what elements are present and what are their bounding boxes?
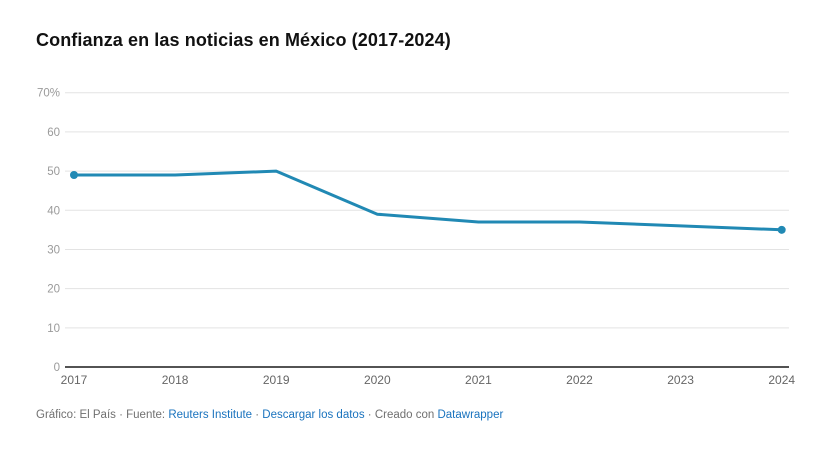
- y-tick-label: 20: [47, 284, 60, 296]
- x-tick-label: 2019: [263, 373, 290, 387]
- y-tick-label: 30: [47, 244, 60, 256]
- footer-separator: ·: [115, 409, 127, 421]
- y-tick-label: 0: [54, 362, 60, 374]
- footer-separator: ·: [252, 409, 263, 421]
- x-tick-label: 2020: [364, 373, 391, 387]
- link-datawrapper[interactable]: Datawrapper: [437, 409, 504, 421]
- x-tick-label: 2024: [768, 373, 795, 387]
- y-tick-label: 70%: [37, 88, 60, 100]
- endpoint-marker: [777, 225, 786, 234]
- footer-credit-text: Gráfico: El País: [36, 409, 116, 421]
- y-tick-label: 60: [47, 127, 60, 139]
- footer-created-with-label: Creado con: [374, 409, 438, 421]
- link-descargar-los-datos[interactable]: Descargar los datos: [262, 409, 365, 421]
- y-tick-label: 10: [47, 323, 60, 335]
- x-tick-label: 2022: [566, 373, 593, 387]
- footer-source-label: Fuente:: [126, 409, 169, 421]
- x-tick-label: 2023: [667, 373, 694, 387]
- x-tick-label: 2021: [465, 373, 492, 387]
- x-tick-label: 2018: [162, 373, 189, 387]
- page-title: Confianza en las noticias en México (201…: [36, 30, 451, 50]
- chart-footer: Gráfico: El País · Fuente: Reuters Insti…: [36, 407, 503, 423]
- x-tick-label: 2017: [61, 373, 88, 387]
- footer-separator: ·: [364, 409, 375, 421]
- trust-line: [72, 169, 784, 232]
- link-reuters-institute[interactable]: Reuters Institute: [168, 409, 253, 421]
- endpoint-marker: [70, 170, 78, 179]
- y-tick-label: 40: [47, 205, 60, 217]
- y-tick-label: 50: [47, 166, 60, 178]
